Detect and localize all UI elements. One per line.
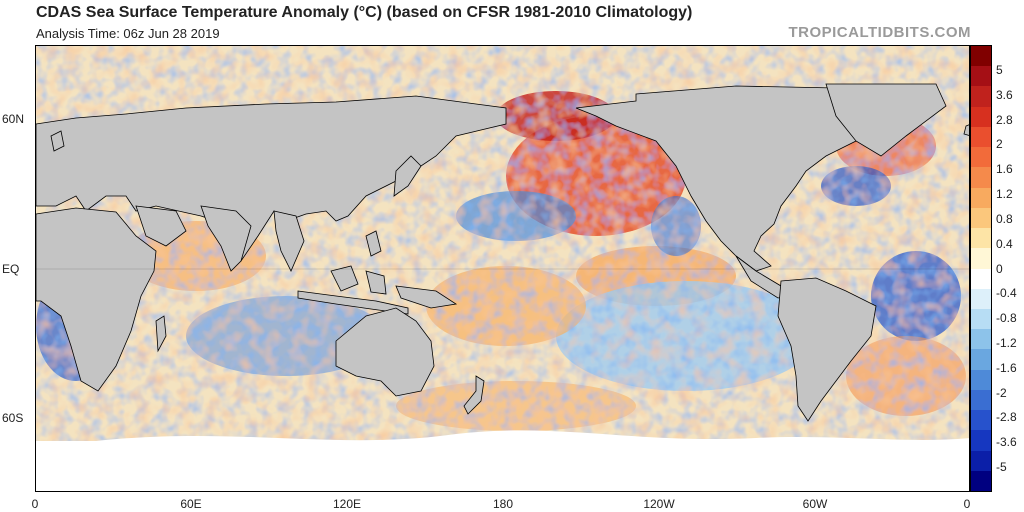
colorbar-tick-label: 1.2 <box>996 187 1013 202</box>
south-america-landmass <box>777 277 877 422</box>
colorbar-legend <box>970 45 992 492</box>
colorbar-segment <box>971 308 991 330</box>
colorbar-segment <box>971 207 991 229</box>
colorbar-tick-label: 0.4 <box>996 236 1013 251</box>
analysis-time: Analysis Time: 06z Jun 28 2019 <box>36 26 220 41</box>
lon-label-60w: 60W <box>802 497 828 511</box>
colorbar-tick-label: -1.2 <box>996 335 1017 350</box>
japan-islands <box>393 155 422 197</box>
colorbar-segment <box>971 187 991 209</box>
colorbar-tick-label: -2 <box>996 385 1007 400</box>
arabia-landmass <box>135 205 187 247</box>
colorbar-segment <box>971 167 991 189</box>
new-guinea-landmass <box>395 285 458 309</box>
colorbar-tick-label: 0.8 <box>996 211 1013 226</box>
colorbar-segment <box>971 248 991 269</box>
greenland-landmass <box>825 83 947 157</box>
lon-label-0: 0 <box>31 497 39 511</box>
colorbar-tick-label: 2.8 <box>996 112 1013 127</box>
lat-label-eq: EQ <box>2 262 20 276</box>
colorbar-segment <box>971 430 991 452</box>
site-watermark: TROPICALTIDBITS.COM <box>788 24 971 41</box>
colorbar-tick-label: 5 <box>996 63 1003 77</box>
colorbar-segment <box>971 450 991 472</box>
indonesia-islands <box>297 290 409 315</box>
colorbar-segment <box>971 126 991 148</box>
colorbar-segment <box>971 410 991 431</box>
antarctic-ice-region <box>36 441 969 491</box>
colorbar-tick-label: 3.6 <box>996 87 1013 102</box>
colorbar-tick-label: -1.6 <box>996 360 1017 375</box>
colorbar-tick-label: -5 <box>996 460 1007 474</box>
madagascar-landmass <box>155 315 167 353</box>
sst-anomaly-map <box>35 45 970 492</box>
colorbar-segment <box>971 470 991 492</box>
africa-landmass <box>36 207 157 392</box>
lat-label-60n: 60N <box>2 112 25 126</box>
colorbar-tick-label: 2 <box>996 137 1003 152</box>
iceland-island <box>963 124 969 136</box>
colorbar-tick-label: -2.8 <box>996 410 1017 425</box>
lon-label-0-east: 0 <box>963 497 971 511</box>
australia-landmass <box>335 307 435 397</box>
lon-label-120w: 120W <box>643 497 675 511</box>
lat-label-60s: 60S <box>2 411 24 425</box>
colorbar-tick-label: 0 <box>996 261 1003 276</box>
colorbar-tick-label: -0.8 <box>996 311 1017 326</box>
se-asia-landmass <box>273 210 305 272</box>
eurasia-landmass <box>36 95 507 262</box>
colorbar-tick-label: -0.4 <box>996 286 1017 301</box>
colorbar-segment <box>971 268 991 290</box>
colorbar-tick-label: 1.6 <box>996 162 1013 177</box>
colorbar-segment <box>971 106 991 128</box>
colorbar-segment <box>971 46 991 67</box>
colorbar-segment <box>971 66 991 87</box>
colorbar-segment <box>971 288 991 310</box>
colorbar-segment <box>971 86 991 108</box>
colorbar-tick-label: -3.6 <box>996 435 1017 450</box>
india-landmass <box>200 205 252 272</box>
colorbar-segment <box>971 369 991 391</box>
colorbar-segment <box>971 228 991 249</box>
colorbar-segment <box>971 147 991 168</box>
chart-title: CDAS Sea Surface Temperature Anomaly (°C… <box>36 4 693 21</box>
lon-label-60e: 60E <box>180 497 202 511</box>
lon-label-180: 180 <box>492 497 514 511</box>
colorbar-segment <box>971 329 991 350</box>
colorbar-segment <box>971 349 991 371</box>
new-zealand-islands <box>463 375 485 415</box>
continents <box>36 83 969 422</box>
lon-label-120e: 120E <box>332 497 362 511</box>
colorbar-segment <box>971 389 991 411</box>
